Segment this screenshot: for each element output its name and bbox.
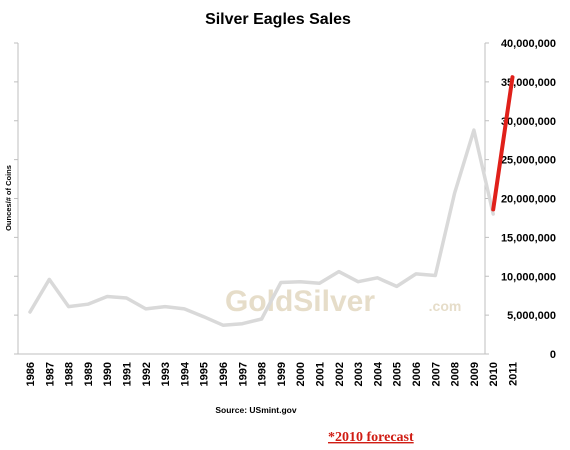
source-note: Source: USmint.gov bbox=[215, 405, 297, 415]
chart-title: Silver Eagles Sales bbox=[205, 11, 351, 28]
watermark-main-text: GoldSilver bbox=[225, 285, 375, 318]
x-tick-label: 1987 bbox=[44, 362, 56, 386]
x-tick-label: 1996 bbox=[218, 362, 230, 386]
y-tick-label: 15,000,000 bbox=[501, 232, 556, 244]
x-tick-label: 2009 bbox=[469, 362, 481, 386]
y-tick-label: 10,000,000 bbox=[501, 271, 556, 283]
x-tick-label: 1999 bbox=[276, 362, 288, 386]
y-tick-label: 0 bbox=[550, 349, 556, 361]
right-tick-marks bbox=[485, 42, 489, 355]
forecast-annotation: *2010 forecast bbox=[328, 430, 414, 445]
y-tick-label: 25,000,000 bbox=[501, 155, 556, 167]
watermark-tail-text: .com bbox=[429, 298, 462, 314]
forecast-line bbox=[491, 75, 515, 212]
y-axis-title: Ounces/# of Coins bbox=[4, 165, 13, 231]
x-tick-label: 2004 bbox=[372, 361, 384, 386]
sales-line bbox=[28, 128, 495, 327]
x-tick-label: 1988 bbox=[64, 362, 76, 386]
y-tick-label: 5,000,000 bbox=[507, 310, 556, 322]
x-tick-label: 1994 bbox=[179, 361, 191, 386]
x-tick-label: 2011 bbox=[508, 362, 520, 386]
y-tick-label: 40,000,000 bbox=[501, 38, 556, 50]
x-tick-labels: 1986 1987 1988 1989 1990 1991 1992 1993 1994 1995… bbox=[25, 361, 520, 386]
x-tick-label: 1997 bbox=[237, 362, 249, 386]
left-tick-marks bbox=[14, 42, 18, 355]
y-tick-label: 20,000,000 bbox=[501, 194, 556, 206]
x-tick-label: 1986 bbox=[25, 362, 37, 386]
y-tick-label: 35,000,000 bbox=[501, 77, 556, 89]
x-tick-label: 1989 bbox=[83, 362, 95, 386]
x-tick-label: 1992 bbox=[141, 362, 153, 386]
series-lines bbox=[28, 75, 515, 327]
x-tick-label: 1990 bbox=[102, 362, 114, 386]
y-tick-labels: 40,000,000 35,000,000 30,000,000 25,000,000… bbox=[501, 38, 556, 361]
x-tick-label: 2005 bbox=[392, 362, 404, 386]
x-tick-label: 2007 bbox=[430, 362, 442, 386]
x-tick-label: 2000 bbox=[295, 362, 307, 386]
x-tick-label: 1998 bbox=[257, 362, 269, 386]
y-tick-label: 30,000,000 bbox=[501, 116, 556, 128]
x-tick-label: 2002 bbox=[334, 362, 346, 386]
x-tick-label: 2001 bbox=[315, 362, 327, 386]
watermark: GoldSilver .com bbox=[225, 285, 461, 318]
x-tick-label: 2008 bbox=[450, 362, 462, 386]
x-tick-label: 1991 bbox=[122, 362, 134, 386]
x-tick-label: 1993 bbox=[160, 362, 172, 386]
x-tick-label: 2006 bbox=[411, 362, 423, 386]
x-tick-label: 2010 bbox=[488, 362, 500, 386]
x-tick-label: 2003 bbox=[353, 362, 365, 386]
x-tick-label: 1995 bbox=[199, 362, 211, 386]
